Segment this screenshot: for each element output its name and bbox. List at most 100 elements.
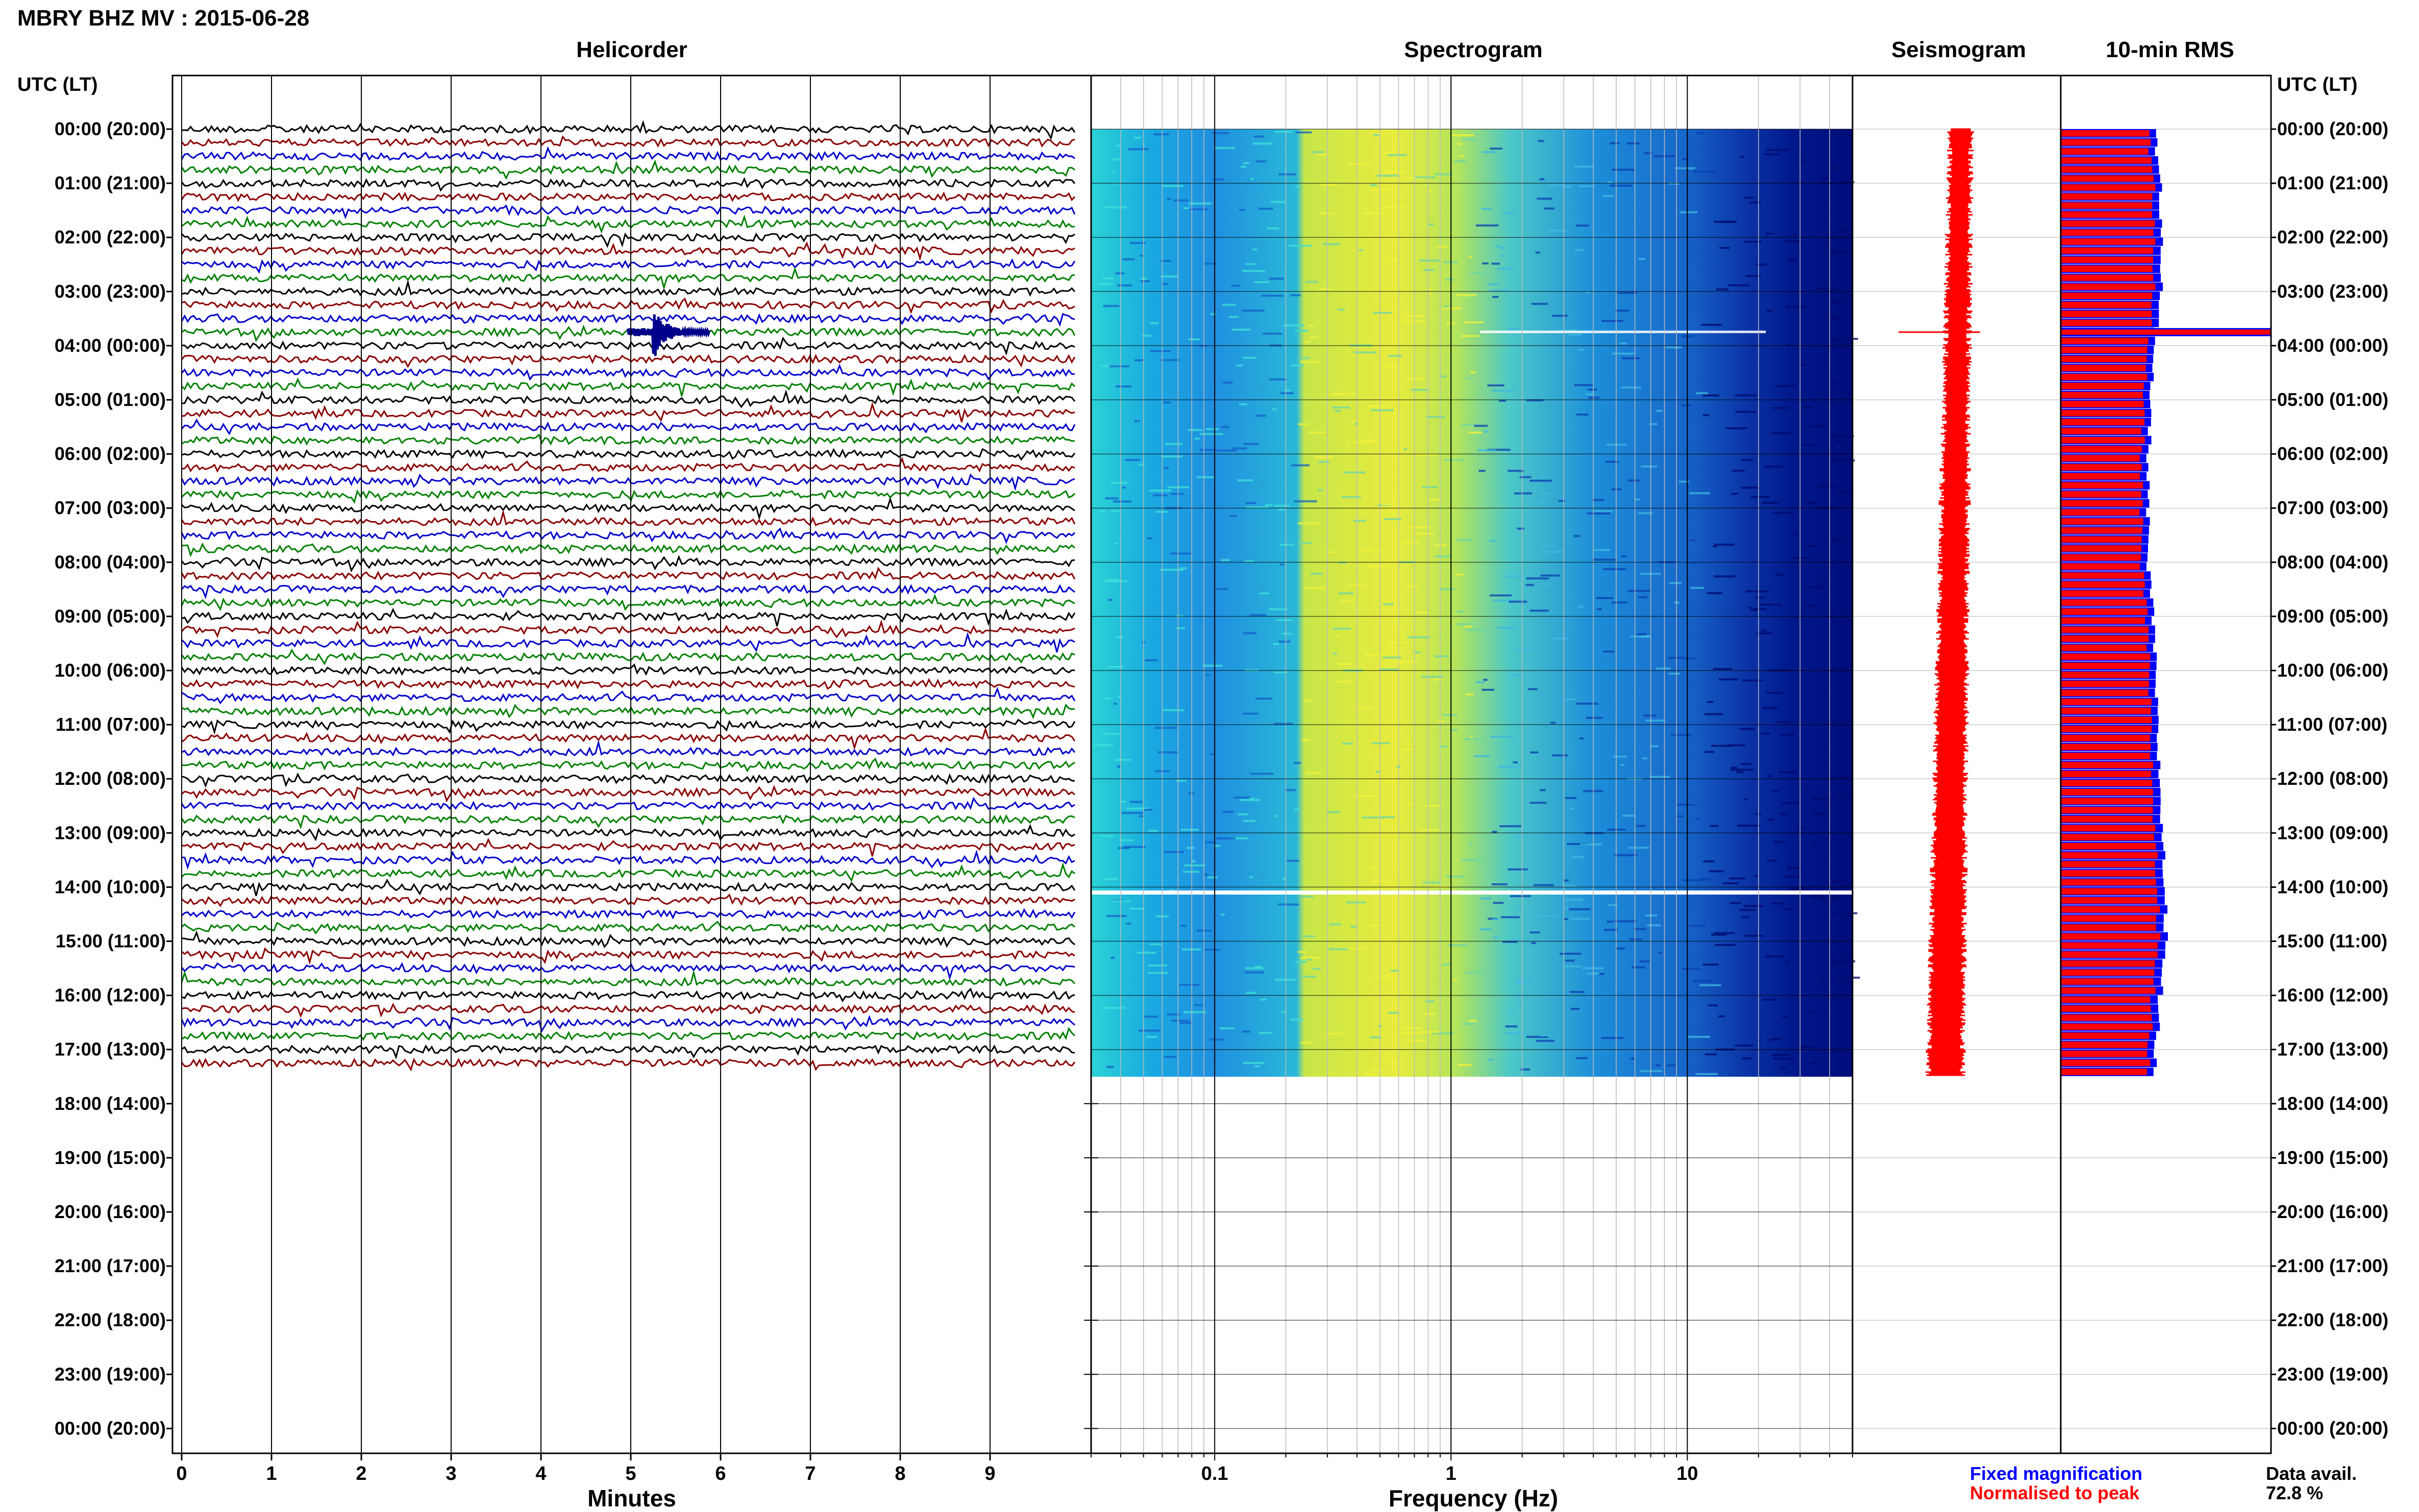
spectrogram-cell [1780,813,1787,815]
time-label-right: 10:00 (06:00) [2277,660,2388,681]
spectrogram-cell [1299,555,1303,557]
spectrogram-cell [1707,592,1723,594]
spectrogram-cell [1274,671,1288,674]
spectrogram-cell [1627,590,1651,592]
spectrogram-cell [1160,568,1183,571]
spectrogram-cell [1263,333,1282,335]
spectrogram-cell [1249,614,1267,616]
spectrogram-cell [1464,321,1484,324]
spectrogram-cell [1758,1039,1761,1042]
spectrogram-cell [1805,502,1817,504]
spectrogram-cell [1491,262,1500,265]
spectrogram-cell [1705,1053,1717,1056]
spectrogram-cell [1295,960,1307,963]
helicorder-trace-line [181,608,1076,627]
spectrogram-cell [1181,924,1187,927]
spectrogram-cell [1305,772,1321,774]
spectrogram-cell [1755,875,1759,878]
time-label-right: 12:00 (08:00) [2277,768,2388,789]
time-label-right: 22:00 (18:00) [2277,1309,2388,1330]
spectrogram-cell [1428,498,1440,501]
spectrogram-cell [1254,1065,1260,1068]
spectrogram-cell [1265,504,1273,506]
rms-bar-normalised [2061,852,2158,859]
spectrogram-cell [1784,908,1793,911]
spectrogram-cell [1205,841,1216,844]
spectrogram-cell [1283,324,1304,327]
spectrogram-cell [1638,258,1646,260]
spectrogram-cell [1748,607,1752,609]
spectrogram-cell [1318,489,1323,491]
spectrogram-cell [1104,579,1119,581]
spectrogram-cell [1426,416,1445,418]
rms-bar-normalised [2061,265,2153,272]
spectrogram-cell [1489,539,1497,542]
spectrogram-cell [1371,1069,1383,1072]
minute-tick-label: 6 [715,1463,726,1484]
spectrogram-cell [1383,656,1401,659]
spectrogram-cell [1294,808,1300,811]
spectrogram-cell [1592,558,1616,561]
spectrogram-cell [1250,178,1254,180]
spectrogram-cell [1668,673,1680,675]
spectrogram-cell [1465,972,1485,974]
time-label-left: 20:00 (16:00) [55,1201,166,1222]
spectrogram-cell [1272,408,1277,411]
helicorder-trace-line [181,159,1075,180]
spectrogram-cell [1192,860,1196,862]
spectrogram-cell [1586,291,1590,293]
spectrogram-cell [1390,970,1399,972]
rms-bar-normalised [2061,292,2153,299]
spectrogram-cell [1475,681,1485,684]
spectrogram-cell [1466,377,1474,380]
spectrogram-cell [1255,698,1273,700]
spectrogram-cell [1318,461,1329,463]
spectrogram-cell [1103,305,1120,307]
spectrogram-cell [1373,312,1392,314]
spectrogram-cell [1696,817,1701,820]
spectrogram-cell [1134,420,1140,423]
spectrogram-cell [1425,1000,1435,1003]
helicorder-trace-line [181,1027,1076,1042]
helicorder-trace-line [181,266,1075,290]
spectrogram-cell [1141,278,1147,280]
spectrogram-cell [1408,804,1413,806]
spectrogram-cell [1603,568,1626,571]
time-label-right: 03:00 (23:00) [2277,281,2388,302]
spectrogram-cell [1656,410,1663,412]
time-label-right: 00:00 (20:00) [2277,1418,2388,1439]
spectrogram-cell [1641,465,1658,468]
spectrogram-cell [1144,808,1152,811]
spectrogram-cell [1702,414,1709,416]
spectrogram-cell [1526,399,1544,402]
spectrogram-cell [1526,1036,1548,1038]
spectrogram-cell [1578,606,1584,608]
spectrogram-cell [1219,1027,1235,1030]
spectrogram-cell [1836,491,1853,493]
spectrogram-cell [1802,406,1812,408]
rms-bar-normalised [2061,996,2151,1003]
spectrogram-cell [1799,364,1807,366]
spectrogram-cell [1634,928,1646,930]
spectrogram-cell [1775,574,1785,576]
spectrogram-cell [1294,500,1317,503]
spectrogram-cell [1537,197,1552,200]
spectrogram-cell [1170,552,1193,555]
spectrogram-cell [1238,813,1248,815]
spectrogram-cell [1529,609,1549,612]
spectrogram-cell [1588,388,1597,391]
spectrogram-cell [1142,334,1152,337]
spectrogram-cell [1469,736,1473,739]
rms-bar-normalised [2061,491,2141,498]
spectrogram-cell [1501,255,1504,257]
rms-bar-normalised [2061,834,2154,840]
spectrogram-cell [1213,178,1224,181]
spectrogram-cell [1319,288,1332,290]
spectrogram-cell [1457,623,1475,626]
spectrogram-cell [1582,967,1603,970]
spectrogram-cell [1406,739,1412,741]
spectrogram-cell [1271,201,1286,203]
spectrogram-cell [1749,201,1761,204]
spectrogram-cell [1305,281,1319,283]
spectrogram-cell [1611,601,1627,604]
